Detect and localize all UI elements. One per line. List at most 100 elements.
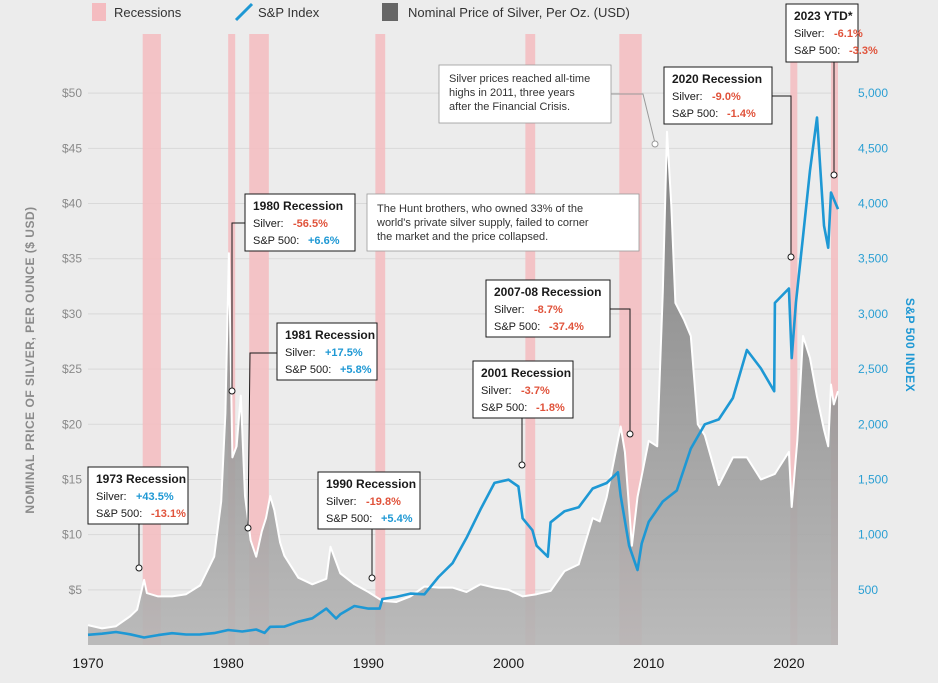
x-tick-label: 2020 xyxy=(773,655,804,671)
left-tick-label: $25 xyxy=(62,362,82,376)
annotation-callout: 1990 Recession Silver: -19.8% S&P 500: +5.4% xyxy=(317,471,421,582)
right-tick-label: 4,500 xyxy=(858,141,888,155)
annotation-title: 2007-08 Recession xyxy=(494,285,601,299)
annotation-leader xyxy=(610,308,631,432)
left-tick-label: $15 xyxy=(62,472,82,486)
annotation-callout: 2020 Recession Silver: -9.0% S&P 500: -1.4% xyxy=(663,66,795,261)
legend-swatch-recession xyxy=(92,3,106,21)
recession-band xyxy=(375,34,386,645)
right-tick-label: 2,000 xyxy=(858,417,888,431)
legend-swatch-silver xyxy=(382,3,398,21)
annotation-sp-label: S&P 500: xyxy=(494,321,540,333)
annotation-sp-value: +6.6% xyxy=(308,235,340,247)
annotation-box xyxy=(244,193,356,252)
annotation-silver-label: Silver: xyxy=(253,218,284,230)
annotation-silver-label: Silver: xyxy=(326,496,357,508)
annotation-marker xyxy=(228,387,236,395)
annotation-silver-label: Silver: xyxy=(794,28,825,40)
note-callout: Silver prices reached all-time highs in 2… xyxy=(438,64,659,148)
note-box xyxy=(438,64,612,124)
note-callout: The Hunt brothers, who owned 33% of the w… xyxy=(366,193,640,252)
annotation-box xyxy=(472,360,574,419)
sp-series xyxy=(87,116,840,639)
recession-band xyxy=(249,34,269,645)
annotation-title: 1981 Recession xyxy=(285,328,375,342)
annotation-marker xyxy=(244,524,252,532)
annotation-sp-label: S&P 500: xyxy=(253,235,299,247)
note-line: highs in 2011, three years xyxy=(449,87,575,99)
annotations: 1973 Recession Silver: +43.5% S&P 500: -13.1… xyxy=(87,3,878,582)
annotation-title: 1973 Recession xyxy=(96,472,186,486)
annotation-sp-label: S&P 500: xyxy=(794,45,840,57)
note-line: The Hunt brothers, who owned 33% of the xyxy=(377,203,583,215)
note-line: Silver prices reached all-time xyxy=(449,73,590,85)
annotation-silver-value: -6.1% xyxy=(834,28,863,40)
annotation-box xyxy=(276,322,378,381)
silver-series xyxy=(87,130,839,646)
annotation-marker xyxy=(135,564,143,572)
annotation-marker xyxy=(368,574,376,582)
legend-label-silver: Nominal Price of Silver, Per Oz. (USD) xyxy=(408,5,630,20)
annotation-silver-value: -56.5% xyxy=(293,218,328,230)
annotation-title: 1980 Recession xyxy=(253,199,343,213)
annotation-callout: 1980 Recession Silver: -56.5% S&P 500: +6.6% xyxy=(228,193,356,395)
annotation-silver-label: Silver: xyxy=(672,91,703,103)
annotation-silver-label: Silver: xyxy=(96,491,127,503)
annotation-title: 2001 Recession xyxy=(481,366,571,380)
x-tick-label: 1980 xyxy=(213,655,244,671)
right-tick-label: 3,000 xyxy=(858,307,888,321)
annotation-marker xyxy=(626,430,634,438)
annotation-box xyxy=(485,279,611,338)
recession-band xyxy=(142,34,161,645)
annotation-callout: 2007-08 Recession Silver: -8.7% S&P 500: -37… xyxy=(485,279,634,438)
right-tick-label: 4,000 xyxy=(858,197,888,211)
annotation-sp-label: S&P 500: xyxy=(96,508,142,520)
axes: $5 $10 $15 $20 $25 $30 $35 $40 $45 $50 500 1,000 1,5… xyxy=(23,86,917,671)
annotation-sp-value: +5.8% xyxy=(340,364,372,376)
left-tick-label: $30 xyxy=(62,307,82,321)
legend: Recessions S&P Index Nominal Price of Silv… xyxy=(92,2,630,22)
sp-line xyxy=(87,116,840,639)
annotation-box xyxy=(87,466,189,525)
legend-label-sp: S&P Index xyxy=(258,5,320,20)
left-tick-label: $50 xyxy=(62,86,82,100)
right-tick-label: 500 xyxy=(858,583,878,597)
annotation-sp-label: S&P 500: xyxy=(285,364,331,376)
right-tick-label: 5,000 xyxy=(858,86,888,100)
annotation-leader xyxy=(231,222,245,389)
annotation-callout: 1973 Recession Silver: +43.5% S&P 500: -13.1… xyxy=(87,466,189,572)
annotation-sp-label: S&P 500: xyxy=(481,402,527,414)
note-line: the market and the price collapsed. xyxy=(377,231,548,243)
note-line: after the Financial Crisis. xyxy=(449,101,570,113)
note-marker xyxy=(651,140,659,148)
annotation-box xyxy=(317,471,421,530)
annotation-title: 2023 YTD* xyxy=(794,9,853,23)
recession-band xyxy=(525,34,536,645)
right-tick-label: 1,500 xyxy=(858,472,888,486)
annotation-sp-value: +5.4% xyxy=(381,513,413,525)
x-tick-label: 1970 xyxy=(72,655,103,671)
annotation-silver-label: Silver: xyxy=(481,385,512,397)
annotation-silver-value: -19.8% xyxy=(366,496,401,508)
annotation-callout: 2023 YTD* Silver: -6.1% S&P 500: -3.3% xyxy=(785,3,878,179)
note-box xyxy=(366,193,640,252)
annotation-silver-value: +17.5% xyxy=(325,347,363,359)
left-tick-label: $20 xyxy=(62,417,82,431)
annotation-sp-value: -1.4% xyxy=(727,108,756,120)
annotation-silver-value: -3.7% xyxy=(521,385,550,397)
left-tick-label: $45 xyxy=(62,141,82,155)
right-tick-label: 3,500 xyxy=(858,252,888,266)
legend-label-recessions: Recessions xyxy=(114,5,182,20)
annotation-silver-label: Silver: xyxy=(285,347,316,359)
annotation-title: 1990 Recession xyxy=(326,477,416,491)
x-tick-label: 2000 xyxy=(493,655,524,671)
annotation-title: 2020 Recession xyxy=(672,72,762,86)
recession-band xyxy=(830,34,838,645)
right-tick-label: 2,500 xyxy=(858,362,888,376)
annotation-sp-label: S&P 500: xyxy=(672,108,718,120)
annotation-silver-value: -9.0% xyxy=(712,91,741,103)
annotation-marker xyxy=(518,461,526,469)
annotation-callout: 1981 Recession Silver: +17.5% S&P 500: +5.8% xyxy=(244,322,378,532)
annotation-silver-label: Silver: xyxy=(494,304,525,316)
left-tick-label: $10 xyxy=(62,528,82,542)
